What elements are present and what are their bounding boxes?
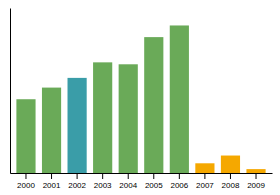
x-tick-mark bbox=[230, 173, 231, 179]
bar bbox=[42, 88, 61, 173]
x-tick: 2002 bbox=[68, 173, 86, 190]
x-tick-label: 2006 bbox=[170, 181, 188, 190]
x-tick: 2001 bbox=[43, 173, 61, 190]
x-tick-mark bbox=[256, 173, 257, 179]
bar bbox=[68, 78, 87, 173]
x-tick: 2006 bbox=[170, 173, 188, 190]
y-axis-line bbox=[10, 9, 11, 174]
x-tick-label: 2003 bbox=[94, 181, 112, 190]
x-tick-mark bbox=[25, 173, 26, 179]
x-tick: 2004 bbox=[119, 173, 137, 190]
x-tick-label: 2009 bbox=[247, 181, 265, 190]
bar bbox=[16, 99, 35, 173]
x-axis-line bbox=[11, 173, 273, 174]
x-tick-label: 2001 bbox=[43, 181, 61, 190]
x-tick-mark bbox=[77, 173, 78, 179]
x-tick-mark bbox=[204, 173, 205, 179]
x-tick-mark bbox=[179, 173, 180, 179]
bar bbox=[195, 163, 214, 173]
x-tick-label: 2005 bbox=[145, 181, 163, 190]
bar bbox=[170, 25, 189, 173]
y-axis bbox=[10, 9, 11, 174]
x-tick-mark bbox=[102, 173, 103, 179]
bar bbox=[144, 37, 163, 173]
bars bbox=[16, 25, 265, 173]
chart: 2000 2001 2002 2003 2004 2005 2006 2007 2008 2009 bbox=[0, 0, 280, 195]
bar bbox=[221, 156, 240, 173]
x-tick-label: 2004 bbox=[119, 181, 137, 190]
x-tick-label: 2002 bbox=[68, 181, 86, 190]
x-tick-mark bbox=[51, 173, 52, 179]
x-tick-label: 2007 bbox=[196, 181, 214, 190]
x-tick: 2007 bbox=[196, 173, 214, 190]
x-tick-label: 2000 bbox=[17, 181, 35, 190]
bar bbox=[93, 62, 112, 173]
x-tick: 2005 bbox=[145, 173, 163, 190]
bar bbox=[246, 169, 265, 173]
x-tick: 2008 bbox=[222, 173, 240, 190]
x-axis: 2000 2001 2002 2003 2004 2005 2006 2007 2008 2009 bbox=[11, 173, 273, 190]
x-tick-mark bbox=[128, 173, 129, 179]
bar bbox=[119, 64, 138, 173]
plot: 2000 2001 2002 2003 2004 2005 2006 2007 2008 2009 bbox=[11, 9, 273, 190]
x-tick: 2000 bbox=[17, 173, 35, 190]
x-tick-label: 2008 bbox=[222, 181, 240, 190]
x-tick: 2003 bbox=[94, 173, 112, 190]
x-tick-mark bbox=[153, 173, 154, 179]
x-tick: 2009 bbox=[247, 173, 265, 190]
